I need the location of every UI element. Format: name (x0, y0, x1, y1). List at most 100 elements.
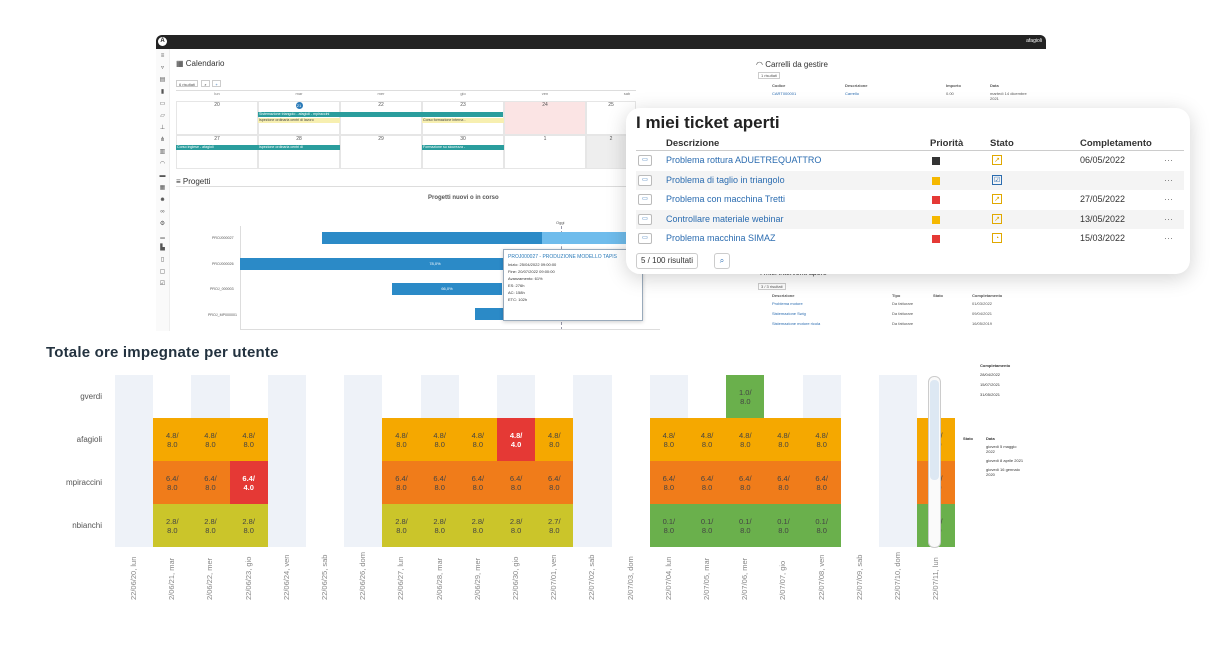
ticket-description-link[interactable]: Problema macchina SIMAZ (666, 233, 776, 243)
calendar-day-cell[interactable]: 29 (340, 135, 422, 169)
row-actions-menu[interactable]: ··· (1164, 233, 1173, 243)
tool-icon[interactable]: ⊥ (159, 125, 166, 131)
calendar-day-cell[interactable]: 1 (504, 135, 586, 169)
gantt-bar-remaining[interactable] (542, 232, 638, 244)
calendar-day-cell[interactable]: 28 (258, 135, 340, 169)
heatmap-cell[interactable]: 6.4/ 8.0 (802, 461, 841, 504)
calendar-icon[interactable]: ▦ (159, 185, 166, 191)
heatmap-cell[interactable]: 2.7/ 8.0 (535, 504, 574, 547)
monitor-icon[interactable]: ▭ (638, 233, 652, 244)
gantt-bar[interactable]: 66,0% (392, 283, 502, 295)
heatmap-cell[interactable]: 4.8/ 8.0 (764, 418, 803, 461)
filter-icon[interactable]: ▿ (160, 65, 164, 71)
heatmap-cell[interactable]: 6.4/ 4.0 (229, 461, 268, 504)
factory-icon[interactable]: ▙ (160, 245, 165, 251)
heatmap-cell[interactable]: 2.8/ 8.0 (420, 504, 459, 547)
app-logo[interactable]: A (158, 37, 167, 46)
calendar-day-cell[interactable]: 22 (340, 101, 422, 135)
ticket-description-link[interactable]: Problema rottura ADUETREQUATTRO (666, 155, 822, 165)
heatmap-cell[interactable]: 4.8/ 8.0 (688, 418, 727, 461)
heatmap-cell[interactable]: 0.1/ 8.0 (764, 504, 803, 547)
users-icon[interactable]: ☻ (159, 197, 166, 203)
box-icon[interactable]: ▭ (159, 101, 166, 107)
heatmap-cell[interactable]: 4.8/ 8.0 (535, 418, 574, 461)
calendar-day-cell[interactable]: 20 (176, 101, 258, 135)
calendar-event[interactable]: Ispezione ordinaria centri di (258, 145, 340, 150)
flag-icon[interactable]: ▮ (160, 89, 165, 95)
heatmap-cell[interactable]: 4.8/ 8.0 (649, 418, 688, 461)
network-icon[interactable]: ⋔ (159, 137, 166, 143)
calendar-event[interactable]: Formazione su sicurezza - (422, 145, 504, 150)
heatmap-cell[interactable]: 0.1/ 8.0 (802, 504, 841, 547)
heatmap-cell[interactable]: 6.4/ 8.0 (458, 461, 497, 504)
heatmap-cell[interactable]: 6.4/ 8.0 (420, 461, 459, 504)
calendar-day-cell[interactable]: 24 (504, 101, 586, 135)
heatmap-cell[interactable]: 2.8/ 8.0 (458, 504, 497, 547)
heatmap-cell[interactable]: 4.8/ 8.0 (153, 418, 192, 461)
ticket-row[interactable]: ▭ Problema di taglio in triangolo ☑ ··· (636, 170, 1184, 190)
carrello-desc-link[interactable]: Carrello (845, 91, 860, 96)
ticket-description-link[interactable]: Problema di taglio in triangolo (666, 174, 785, 185)
ticket-description-link[interactable]: Controllare materiale webinar (666, 213, 784, 224)
documents-icon[interactable]: ▤ (159, 77, 166, 83)
heatmap-cell[interactable]: 2.8/ 8.0 (497, 504, 536, 547)
row-actions-menu[interactable]: ··· (1164, 213, 1173, 224)
heatmap-cell[interactable]: 6.4/ 8.0 (688, 461, 727, 504)
user-menu[interactable]: afagioli (1026, 38, 1042, 44)
heatmap-cell[interactable]: 0.1/ 8.0 (649, 504, 688, 547)
heatmap-cell[interactable]: 6.4/ 8.0 (382, 461, 421, 504)
heatmap-cell[interactable]: 6.4/ 8.0 (191, 461, 230, 504)
checklist-icon[interactable]: ☑ (159, 281, 166, 287)
monitor-icon[interactable]: ▭ (638, 155, 652, 166)
calendar-event[interactable]: Ispezione ordinaria centri di lavoro (258, 118, 340, 123)
search-icon[interactable]: ⌕ (714, 253, 730, 269)
calendar-day-cell[interactable]: 30 (422, 135, 504, 169)
heatmap-cell[interactable]: 4.8/ 8.0 (382, 418, 421, 461)
heatmap-cell[interactable]: 4.8/ 8.0 (420, 418, 459, 461)
heatmap-cell[interactable]: 6.4/ 8.0 (764, 461, 803, 504)
heatmap-cell[interactable]: 4.8/ 8.0 (229, 418, 268, 461)
ticket-row[interactable]: ▭ Problema con macchina Tretti ↗ 27/05/2022… (636, 190, 1184, 209)
row-actions-menu[interactable]: ··· (1164, 194, 1173, 204)
heatmap-cell[interactable]: 2.8/ 8.0 (153, 504, 192, 547)
calendar-day-cell[interactable]: 27 (176, 135, 258, 169)
calendar-event[interactable]: Corso inglese - afagioli (176, 145, 258, 150)
intervento-link[interactable]: Sistemazione motore ricola (772, 321, 821, 326)
ticket-row[interactable]: ▭ Controllare materiale webinar ↗ 13/05/202… (636, 209, 1184, 229)
heatmap-cell[interactable]: 2.8/ 8.0 (191, 504, 230, 547)
heatmap-cell[interactable]: 1.0/ 8.0 (726, 375, 765, 418)
folder-icon[interactable]: ▱ (160, 113, 165, 119)
monitor-icon[interactable]: ▭ (638, 174, 652, 186)
truck-icon[interactable]: ▬ (159, 173, 166, 179)
intervento-link[interactable]: Problema motore (772, 301, 803, 306)
heatmap-cell[interactable]: 4.8/ 8.0 (726, 418, 765, 461)
heatmap-cell[interactable]: 6.4/ 8.0 (726, 461, 765, 504)
heatmap-cell[interactable]: 4.8/ 8.0 (802, 418, 841, 461)
heatmap-cell[interactable]: 0.1/ 8.0 (726, 504, 765, 547)
heatmap-cell[interactable]: 4.8/ 4.0 (497, 418, 536, 461)
add-event-icon[interactable]: + (212, 80, 221, 87)
heatmap-cell[interactable]: 6.4/ 8.0 (535, 461, 574, 504)
heatmap-cell[interactable]: 4.8/ 8.0 (191, 418, 230, 461)
calendar-event[interactable]: Corso formazione interna - (422, 118, 504, 123)
monitor-icon[interactable]: ▭ (638, 194, 652, 205)
row-actions-menu[interactable]: ··· (1164, 174, 1173, 185)
ticket-description-link[interactable]: Problema con macchina Tretti (666, 194, 786, 204)
heatmap-cell[interactable]: 6.4/ 8.0 (649, 461, 688, 504)
calendar-event[interactable]: Sistemazione triangolo - afagioli - mpir… (258, 112, 503, 117)
link-icon[interactable]: ∞ (160, 209, 165, 215)
row-actions-menu[interactable]: ··· (1164, 155, 1173, 165)
carrello-code-link[interactable]: CART000001 (772, 91, 797, 96)
heatmap-cell[interactable]: 0.1/ 8.0 (688, 504, 727, 547)
ticket-row[interactable]: ▭ Problema macchina SIMAZ ◔ 15/03/2022 ··· (636, 229, 1184, 248)
monitor-icon[interactable]: ▭ (638, 213, 652, 225)
clipboard-icon[interactable]: ▯ (160, 257, 165, 263)
menu-icon[interactable]: ≡ (160, 53, 165, 59)
chart-icon[interactable]: ▁ (160, 233, 165, 239)
intervento-link[interactable]: Sistemazione Swig (772, 311, 806, 316)
gantt-bar[interactable] (322, 232, 542, 244)
heatmap-cell[interactable]: 2.8/ 8.0 (229, 504, 268, 547)
building-icon[interactable]: ▥ (159, 149, 166, 155)
heatmap-cell[interactable]: 6.4/ 8.0 (497, 461, 536, 504)
heatmap-cell[interactable]: 2.8/ 8.0 (382, 504, 421, 547)
